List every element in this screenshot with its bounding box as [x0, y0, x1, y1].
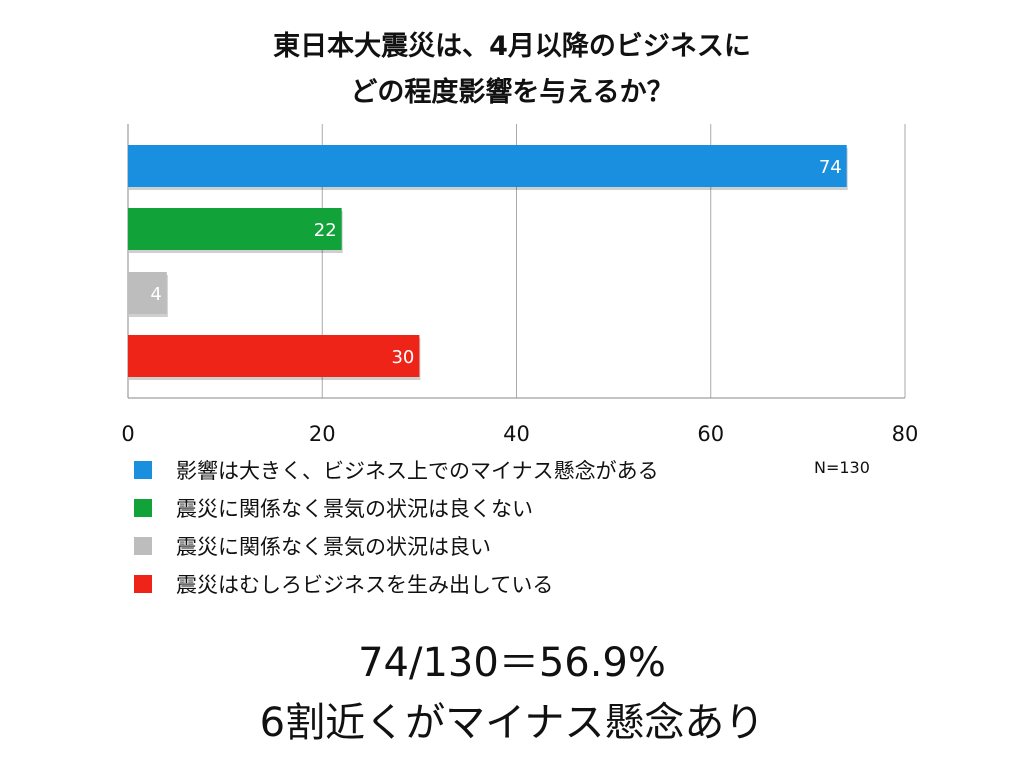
- legend-swatch: [134, 461, 152, 479]
- x-tick-label: 80: [892, 422, 919, 446]
- legend-item: 影響は大きく、ビジネス上でのマイナス懸念がある: [134, 455, 659, 485]
- bar-chart: 0 20 40 60 80 74 22 4 30: [121, 124, 919, 446]
- legend-label: 震災に関係なく景気の状況は良くない: [176, 497, 533, 521]
- chart-title-line2: どの程度影響を与えるか？: [350, 77, 674, 108]
- legend-item: 震災に関係なく景気の状況は良い: [134, 531, 491, 561]
- summary-conclusion: 6割近くがマイナス懸念あり: [259, 700, 765, 746]
- bar: [128, 145, 847, 187]
- legend-swatch: [134, 499, 152, 517]
- summary-ratio: 74/130＝56.9%: [358, 640, 666, 686]
- sample-size-note: N=130: [814, 458, 870, 477]
- legend-label: 震災はむしろビジネスを生み出している: [176, 573, 554, 597]
- legend-swatch: [134, 537, 152, 555]
- x-tick-label: 20: [309, 422, 336, 446]
- x-tick-label: 60: [697, 422, 724, 446]
- legend-item: 震災に関係なく景気の状況は良くない: [134, 493, 533, 523]
- bar-value-label: 22: [314, 220, 337, 241]
- bar: [128, 335, 420, 377]
- legend-swatch: [134, 575, 152, 593]
- x-tick-label: 40: [503, 422, 530, 446]
- bar-value-label: 74: [819, 157, 842, 178]
- bar-value-label: 4: [150, 284, 161, 305]
- chart-title-line1: 東日本大震災は、4月以降のビジネスに: [273, 31, 751, 62]
- legend-label: 震災に関係なく景気の状況は良い: [176, 535, 491, 559]
- bar-value-label: 30: [391, 347, 414, 368]
- legend-label: 影響は大きく、ビジネス上でのマイナス懸念がある: [176, 459, 659, 483]
- bar: [128, 272, 167, 314]
- legend-item: 震災はむしろビジネスを生み出している: [134, 569, 553, 599]
- x-tick-label: 0: [121, 422, 134, 446]
- bar: [128, 208, 342, 250]
